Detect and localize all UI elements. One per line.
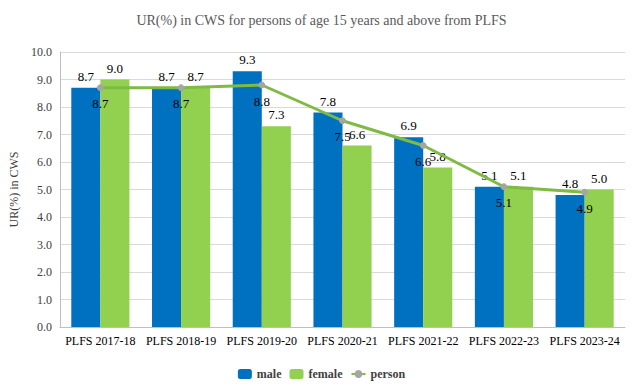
svg-text:8.0: 8.0 <box>37 100 52 114</box>
svg-text:5.1: 5.1 <box>481 167 498 183</box>
svg-text:0.0: 0.0 <box>37 320 52 334</box>
svg-text:8.7: 8.7 <box>187 69 204 84</box>
svg-text:PLFS 2021-22: PLFS 2021-22 <box>388 334 458 348</box>
svg-text:5.8: 5.8 <box>429 148 446 164</box>
svg-text:8.8: 8.8 <box>254 94 270 109</box>
svg-text:9.0: 9.0 <box>107 61 123 76</box>
svg-text:8.7: 8.7 <box>78 69 95 84</box>
svg-text:7.0: 7.0 <box>37 128 52 142</box>
svg-text:6.9: 6.9 <box>401 118 417 133</box>
svg-text:PLFS 2022-23: PLFS 2022-23 <box>469 334 539 348</box>
svg-text:9.3: 9.3 <box>239 52 255 67</box>
svg-text:female: female <box>309 367 344 381</box>
svg-text:10.0: 10.0 <box>31 45 52 59</box>
svg-text:UR(%) in CWS: UR(%) in CWS <box>7 152 21 228</box>
svg-text:4.8: 4.8 <box>562 176 578 191</box>
svg-text:5.1: 5.1 <box>496 195 512 210</box>
svg-text:9.0: 9.0 <box>37 73 52 87</box>
svg-text:person: person <box>370 367 405 381</box>
svg-text:7.8: 7.8 <box>320 94 336 109</box>
svg-text:PLFS 2020-21: PLFS 2020-21 <box>307 334 377 348</box>
svg-text:8.7: 8.7 <box>158 69 175 84</box>
svg-text:PLFS 2018-19: PLFS 2018-19 <box>146 334 216 348</box>
svg-text:5.1: 5.1 <box>510 168 526 183</box>
svg-text:7.3: 7.3 <box>268 107 284 122</box>
svg-text:2.0: 2.0 <box>37 265 52 279</box>
svg-text:PLFS 2019-20: PLFS 2019-20 <box>227 334 297 348</box>
svg-text:6.0: 6.0 <box>37 155 52 169</box>
svg-text:male: male <box>257 367 282 381</box>
svg-text:4.0: 4.0 <box>37 210 52 224</box>
svg-text:5.0: 5.0 <box>591 171 607 186</box>
svg-text:4.9: 4.9 <box>577 201 593 216</box>
svg-text:8.7: 8.7 <box>92 96 109 111</box>
svg-text:PLFS 2023-24: PLFS 2023-24 <box>549 334 619 348</box>
svg-text:3.0: 3.0 <box>37 238 52 252</box>
svg-text:1.0: 1.0 <box>37 293 52 307</box>
svg-text:7.5: 7.5 <box>334 129 350 144</box>
svg-text:6.6: 6.6 <box>349 127 366 142</box>
svg-text:UR(%) in CWS for persons of ag: UR(%) in CWS for persons of age 15 years… <box>136 13 506 29</box>
svg-text:8.7: 8.7 <box>173 96 190 111</box>
svg-text:6.6: 6.6 <box>415 154 432 169</box>
svg-text:5.0: 5.0 <box>37 183 52 197</box>
svg-text:PLFS 2017-18: PLFS 2017-18 <box>65 334 135 348</box>
